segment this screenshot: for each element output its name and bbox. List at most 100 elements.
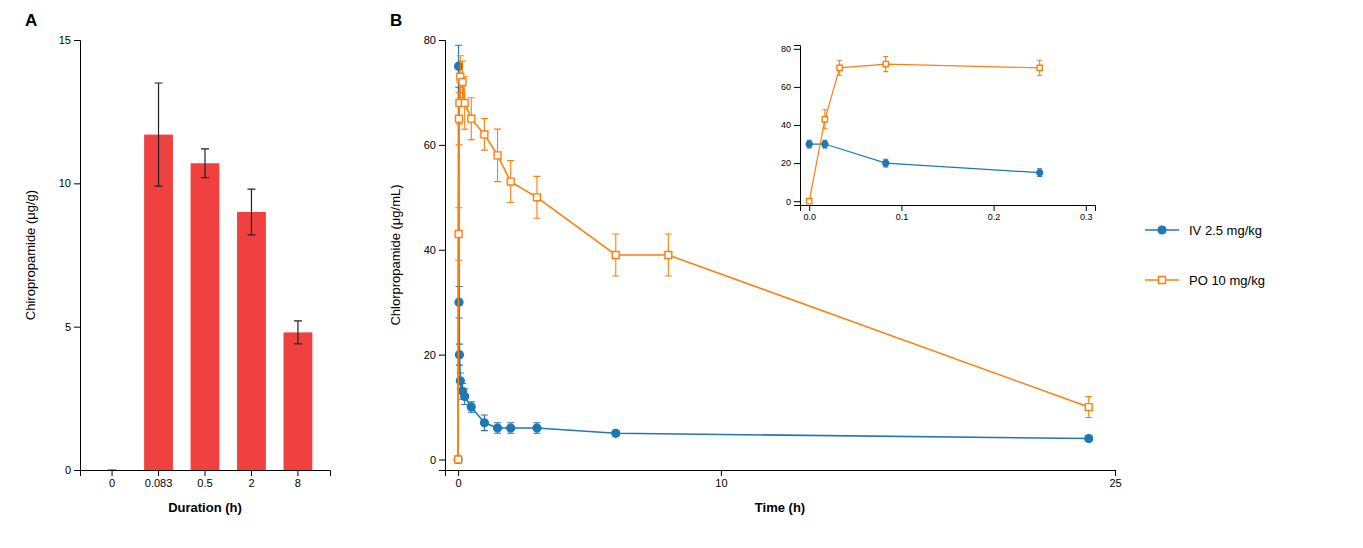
tick-mark: [439, 145, 445, 146]
tick: 0.3: [1080, 205, 1093, 222]
point: [456, 115, 463, 122]
tick: 80: [424, 34, 445, 46]
bar: [284, 332, 313, 470]
tick: 10: [59, 177, 80, 189]
point: [481, 419, 489, 427]
y-axis-title: Chiropropamide (μg/g): [23, 190, 38, 320]
point: [455, 456, 462, 463]
tick-mark: [112, 470, 113, 476]
tick-label: 10: [715, 477, 727, 489]
point: [883, 160, 889, 166]
tick-mark: [794, 201, 800, 202]
error-bar: [247, 189, 255, 235]
series: [807, 56, 1043, 203]
point: [494, 152, 501, 159]
tick-label: 0: [786, 197, 791, 207]
tick: 80: [781, 44, 800, 54]
point: [612, 252, 619, 259]
tick: 0: [65, 464, 80, 476]
tick: 0: [786, 197, 800, 207]
tick: 60: [424, 139, 445, 151]
error-bar: [883, 56, 888, 71]
tick-label: 20: [424, 349, 436, 361]
tick-mark: [721, 470, 722, 476]
axis-line: [794, 46, 801, 206]
tick-label: 0.1: [896, 212, 909, 222]
error-bar: [456, 344, 463, 365]
tick-mark: [74, 40, 80, 41]
error-bar: [468, 402, 475, 412]
point: [467, 403, 475, 411]
bar: [98, 470, 127, 471]
tick-mark: [251, 470, 252, 476]
tick: 8: [295, 470, 301, 489]
tick-label: 0: [109, 477, 115, 489]
tick-mark: [74, 183, 80, 184]
tick: 20: [424, 349, 445, 361]
tick: 10: [715, 470, 727, 489]
error-bar: [455, 208, 462, 260]
error-bar: [533, 423, 540, 433]
point: [461, 99, 468, 106]
tick-label: 60: [781, 82, 791, 92]
inset-background: [760, 30, 1105, 230]
tick-label: 0.083: [145, 477, 173, 489]
point: [665, 252, 672, 259]
tick: 2: [248, 470, 254, 489]
point: [459, 78, 466, 85]
tick-label: 80: [781, 44, 791, 54]
tick: 20: [781, 158, 800, 168]
error-bar: [837, 60, 842, 75]
tick-mark: [439, 460, 445, 461]
tick-label: 10: [59, 177, 71, 189]
x-axis-title: Duration (h): [168, 500, 242, 515]
tick: 0.2: [988, 205, 1001, 222]
tick-mark: [458, 470, 459, 476]
tick-mark: [794, 163, 800, 164]
point: [455, 231, 462, 238]
x-axis: 0.00.10.20.3: [801, 205, 1096, 222]
tick-mark: [794, 87, 800, 88]
error-bar: [481, 119, 488, 150]
point: [612, 429, 620, 437]
tick-label: 40: [424, 244, 436, 256]
point: [494, 424, 502, 432]
point: [456, 351, 464, 359]
error-bar: [1037, 169, 1042, 177]
tick-mark: [158, 470, 159, 476]
tick: 60: [781, 82, 800, 92]
error-bar: [1037, 60, 1042, 75]
point: [837, 65, 842, 70]
y-axis-title: Chlorpropamide (μg/mL): [388, 184, 403, 325]
legend: IV 2.5 mg/kg PO 10 mg/kg: [1145, 223, 1265, 288]
x-axis: 0 10 25: [446, 470, 1122, 489]
tick-mark: [439, 355, 445, 356]
tick-label: 0: [430, 454, 436, 466]
legend-label: IV 2.5 mg/kg: [1189, 223, 1262, 238]
tick-label: 25: [1109, 477, 1121, 489]
axis-line: [74, 41, 81, 471]
error-bar: [665, 234, 672, 276]
legend-entry: IV 2.5 mg/kg: [1145, 223, 1262, 238]
line: [809, 64, 1039, 201]
point: [507, 424, 515, 432]
tick-label: 60: [424, 139, 436, 151]
error-bar: [481, 415, 488, 431]
error-bar: [822, 110, 827, 129]
bar: [237, 212, 266, 470]
legend-marker: [1158, 226, 1166, 234]
legend-entry: PO 10 mg/kg: [1145, 273, 1265, 288]
point: [1037, 65, 1042, 70]
tick-label: 0.2: [988, 212, 1001, 222]
line: [809, 144, 1039, 173]
error-bar: [533, 176, 540, 218]
tick-label: 80: [424, 34, 436, 46]
point: [533, 194, 540, 201]
bar: [191, 163, 220, 470]
tick-label: 0: [456, 477, 462, 489]
y-axis: 0 20 40 60 80: [424, 34, 446, 470]
tick-mark: [901, 205, 902, 211]
tick: 0.5: [197, 470, 212, 489]
tick-label: 40: [781, 120, 791, 130]
error-bar: [507, 423, 514, 433]
